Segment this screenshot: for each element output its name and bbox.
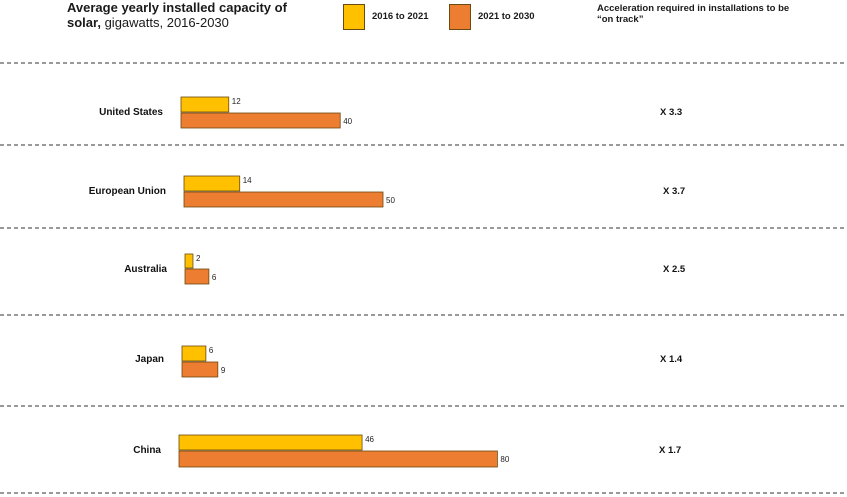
value-label-united-states-2016-2021: 12 — [232, 97, 241, 106]
legend-swatch-2016-2021 — [343, 4, 365, 30]
value-label-united-states-2021-2030: 40 — [343, 117, 352, 126]
bar-united-states-2021-2030 — [180, 112, 341, 129]
acceleration-china: X 1.7 — [659, 445, 681, 456]
value-label-australia-2021-2030: 6 — [212, 273, 217, 282]
value-label-european-union-2016-2021: 14 — [243, 176, 252, 185]
acceleration-european-union: X 3.7 — [663, 186, 685, 197]
legend-label-2016-2021: 2016 to 2021 — [372, 11, 429, 22]
value-label-japan-2016-2021: 6 — [209, 346, 214, 355]
value-label-japan-2021-2030: 9 — [221, 366, 226, 375]
value-label-australia-2016-2021: 2 — [196, 254, 201, 263]
legend-swatch-2021-2030 — [449, 4, 471, 30]
value-label-european-union-2021-2030: 50 — [386, 196, 395, 205]
country-label-japan: Japan — [135, 354, 164, 365]
country-label-china: China — [133, 445, 161, 456]
bar-china-2021-2030 — [178, 450, 498, 468]
acceleration-united-states: X 3.3 — [660, 107, 682, 118]
chart-title: Average yearly installed capacity of sol… — [67, 0, 287, 30]
value-label-china-2021-2030: 80 — [500, 455, 509, 464]
value-label-china-2016-2021: 46 — [365, 435, 374, 444]
acceleration-japan: X 1.4 — [660, 354, 683, 365]
bar-china-2016-2021 — [178, 434, 363, 451]
bar-european-union-2021-2030 — [183, 191, 384, 208]
bar-united-states-2016-2021 — [180, 96, 230, 113]
bar-european-union-2016-2021 — [183, 175, 241, 192]
bar-australia-2016-2021 — [184, 253, 194, 269]
bar-japan-2016-2021 — [181, 345, 207, 362]
legend-label-2021-2030: 2021 to 2030 — [478, 11, 535, 22]
bar-australia-2021-2030 — [184, 268, 210, 285]
acceleration-heading: Acceleration required in installations t… — [597, 3, 790, 25]
acceleration-australia: X 2.5 — [663, 264, 686, 275]
country-label-united-states: United States — [99, 107, 163, 118]
country-label-european-union: European Union — [89, 186, 166, 197]
bar-japan-2021-2030 — [181, 361, 219, 378]
country-label-australia: Australia — [124, 264, 167, 275]
